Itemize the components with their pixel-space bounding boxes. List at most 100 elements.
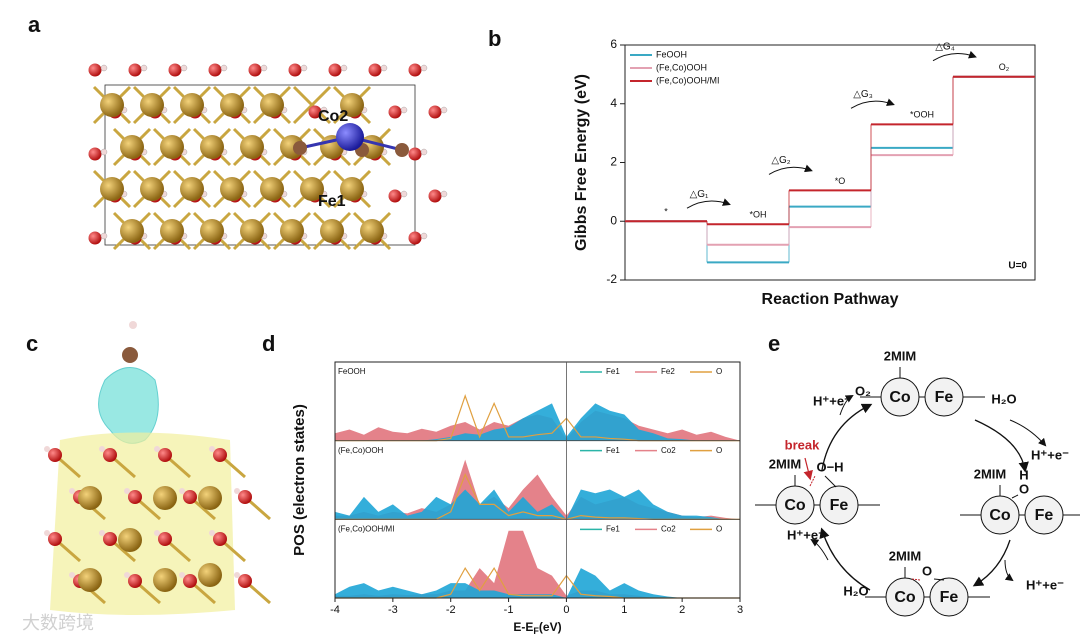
cycle-arrow (974, 419, 1029, 473)
hydrogen-atom (100, 64, 108, 72)
delta-g-label: △G₁ (690, 189, 709, 200)
iron-atom (198, 486, 222, 510)
atom-label: Co2 (318, 108, 348, 125)
x-tick-label: -3 (388, 604, 398, 616)
hydrogen-atom (234, 572, 240, 578)
hydrogen-atom (234, 488, 240, 494)
panel-a: Co2 Fe1 (88, 63, 448, 251)
oxygen-atom (128, 490, 142, 504)
metal-label: Co (989, 507, 1011, 524)
bond (809, 475, 816, 487)
y-axis-label: Gibbs Free Energy (eV) (573, 74, 590, 251)
y-axis-label: POS (electron states) (291, 404, 308, 556)
hydrogen-atom (179, 572, 185, 578)
hydrogen-atom (179, 488, 185, 494)
legend-label: Fe1 (606, 524, 620, 533)
release-arrow (839, 395, 854, 416)
y-tick-label: 2 (610, 155, 617, 169)
hydrogen-atom (420, 232, 428, 240)
bond (933, 578, 945, 581)
iron-atom (198, 563, 222, 587)
delta-g-label: △G₄ (935, 41, 955, 52)
legend-label: (Fe,Co)OOH (656, 62, 707, 72)
step-label: *OH (749, 210, 766, 220)
cycle-arrow (819, 527, 871, 591)
iron-atom (280, 219, 304, 243)
bond (911, 578, 921, 581)
x-axis-label-part: F (533, 626, 539, 636)
adsorbate-label: O (1019, 481, 1029, 496)
oxygen-atom (103, 532, 117, 546)
isosurface (50, 432, 235, 615)
x-axis-label: E-EF(eV) (513, 620, 561, 636)
species-label: H⁺+e⁻ (1026, 577, 1064, 592)
iron-atom (180, 93, 204, 117)
panel-label: c (26, 331, 38, 356)
adsorbate-label: O−H (816, 459, 843, 474)
adsorbate-label: O (922, 563, 932, 578)
ligand-label: 2MIM (974, 466, 1007, 481)
x-axis-label-part: E-E (513, 620, 533, 634)
iron-atom (140, 177, 164, 201)
step-arrow (932, 50, 977, 62)
iron-atom (100, 177, 124, 201)
y-tick-label: -2 (606, 272, 617, 286)
hydrogen-atom (340, 64, 348, 72)
legend-label: FeOOH (656, 49, 687, 59)
oxygen-atom (88, 147, 102, 161)
oxygen-atom (183, 574, 197, 588)
hydrogen-atom (380, 64, 388, 72)
step-arrow (686, 198, 731, 209)
break-label: break (785, 437, 820, 452)
iron-atom (118, 528, 142, 552)
hydrogen-atom (400, 106, 408, 114)
hydrogen-atom (440, 106, 448, 114)
atom-label: Fe1 (318, 193, 346, 210)
bond (310, 85, 332, 107)
iron-atom (78, 486, 102, 510)
hydrogen-atom (124, 488, 130, 494)
species-label: O₂ (855, 383, 871, 398)
iron-atom (153, 568, 177, 592)
step-label: * (664, 207, 668, 217)
delta-g-label: △G₂ (771, 155, 790, 166)
oxygen-atom (48, 448, 62, 462)
metal-label: Co (889, 389, 911, 406)
iron-atom (260, 177, 284, 201)
oxygen-atom (238, 574, 252, 588)
hydrogen-atom (180, 64, 188, 72)
hydrogen-atom (154, 530, 160, 536)
oxygen-atom (388, 105, 402, 119)
oxygen-atom (158, 532, 172, 546)
step-label: *O (835, 176, 846, 186)
cycle-arrow (821, 403, 873, 471)
hydrogen-atom (300, 64, 308, 72)
release-arrow (810, 538, 829, 561)
oxygen-atom (408, 63, 422, 77)
bond (292, 85, 314, 107)
oxygen-atom (308, 105, 322, 119)
iron-atom (240, 135, 264, 159)
isosurface (98, 367, 159, 444)
hydrogen-atom (209, 446, 215, 452)
bond (824, 475, 837, 488)
legend-label: Fe1 (606, 367, 620, 376)
hydrogen-atom (420, 64, 428, 72)
x-tick-label: 3 (737, 604, 743, 616)
x-tick-label: -4 (330, 604, 340, 616)
panel-d: Fe2 Fe1 O FeOOH Co2 Fe1 O (Fe,Co)OOH Co2 Fe1 O (Fe,… (291, 361, 743, 636)
bond (1011, 494, 1019, 499)
iron-atom (78, 568, 102, 592)
iron-atom (180, 177, 204, 201)
cell-box (104, 84, 416, 246)
panel-label: e (768, 331, 780, 356)
legend-label: O (716, 367, 722, 376)
x-tick-label: -1 (504, 604, 514, 616)
oxygen-atom (408, 231, 422, 245)
watermark: 大数跨境 (22, 613, 94, 633)
metal-label: Co (894, 589, 916, 606)
oxygen-atom (48, 532, 62, 546)
iron-atom (220, 93, 244, 117)
ligand-label: 2MIM (884, 348, 917, 363)
legend-label: O (716, 524, 722, 533)
